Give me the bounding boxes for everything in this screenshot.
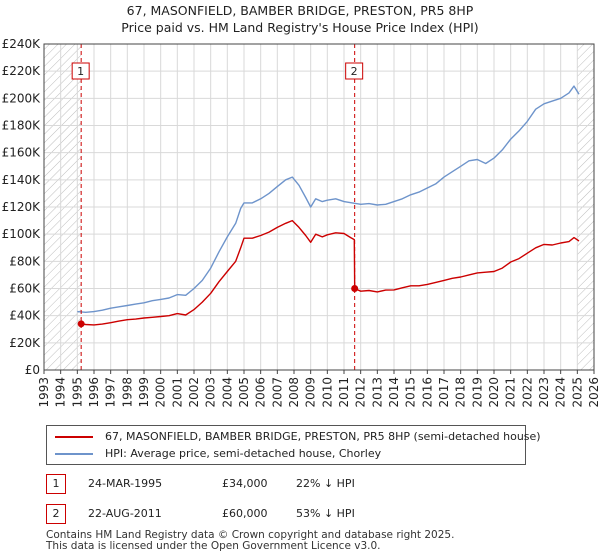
- x-tick-label: 2015: [404, 377, 418, 408]
- x-tick-label: 2018: [454, 377, 468, 408]
- price-paid-line: [81, 219, 580, 326]
- x-tick-label: 2001: [170, 377, 184, 408]
- sale-marker-box: [345, 62, 364, 80]
- x-tick-label: 2003: [204, 377, 218, 408]
- legend-label-price: 67, MASONFIELD, BAMBER BRIDGE, PRESTON, …: [105, 430, 541, 443]
- annotation-hpi-diff: 53% ↓ HPI: [296, 507, 355, 520]
- x-tick-label: 2009: [304, 377, 318, 408]
- annotation-number: 2: [46, 504, 66, 524]
- x-tick-label: 2013: [370, 377, 384, 408]
- sale-marker-box: [71, 62, 90, 80]
- x-tick-label: 2012: [354, 377, 368, 408]
- sale-point: [77, 320, 85, 328]
- footer-credits: Contains HM Land Registry data © Crown c…: [46, 530, 454, 552]
- x-tick-label: 2020: [487, 377, 501, 408]
- y-tick-label: £60K: [9, 282, 41, 296]
- y-tick-label: £140K: [2, 173, 42, 187]
- chart-title-line-2: Price paid vs. HM Land Registry's House …: [121, 20, 479, 35]
- y-tick-label: £240K: [2, 37, 42, 51]
- sale-point: [351, 285, 359, 292]
- y-tick-label: £220K: [2, 64, 42, 78]
- x-tick-label: 2017: [437, 377, 451, 408]
- x-tick-label: 2006: [254, 377, 268, 408]
- hpi-line: [77, 85, 580, 313]
- x-tick-label: 1994: [54, 377, 68, 408]
- x-tick-label: 2024: [554, 377, 568, 408]
- x-tick-label: 2014: [387, 377, 401, 408]
- x-tick-label: 2008: [287, 377, 301, 408]
- y-tick-label: £100K: [2, 227, 42, 241]
- x-tick-label: 2025: [570, 377, 584, 408]
- annotation-number: 1: [46, 474, 66, 494]
- x-tick-label: 2004: [220, 377, 234, 408]
- chart-title: 67, MASONFIELD, BAMBER BRIDGE, PRESTON, …: [0, 2, 600, 36]
- footer-line-1: Contains HM Land Registry data © Crown c…: [46, 529, 455, 541]
- annotation-date: 24-MAR-1995: [88, 477, 163, 490]
- annotation-date: 22-AUG-2011: [88, 507, 162, 520]
- x-tick-label: 2005: [237, 377, 251, 408]
- x-tick-label: 1999: [137, 377, 151, 408]
- x-tick-label: 1993: [37, 377, 51, 408]
- x-tick-label: 2011: [337, 377, 351, 408]
- x-tick-label: 1998: [120, 377, 134, 408]
- x-tick-label: 2002: [187, 377, 201, 408]
- x-tick-label: 2016: [420, 377, 434, 408]
- y-tick-label: £20K: [9, 336, 41, 350]
- y-tick-label: £40K: [9, 309, 41, 323]
- x-tick-label: 2019: [470, 377, 484, 408]
- chart-title-line-1: 67, MASONFIELD, BAMBER BRIDGE, PRESTON, …: [126, 3, 474, 18]
- legend-swatch-hpi: [55, 453, 93, 455]
- sale-marker-label: 1: [77, 65, 84, 78]
- sale-marker-label: 2: [351, 65, 358, 78]
- x-tick-label: 2021: [504, 377, 518, 408]
- legend-label-hpi: HPI: Average price, semi-detached house,…: [105, 447, 382, 460]
- x-tick-label: 2023: [537, 377, 551, 408]
- legend: 67, MASONFIELD, BAMBER BRIDGE, PRESTON, …: [46, 425, 541, 465]
- footer-line-2: This data is licensed under the Open Gov…: [46, 540, 381, 552]
- y-tick-label: £0: [25, 363, 40, 377]
- x-tick-label: 2026: [587, 377, 600, 408]
- y-tick-label: £160K: [2, 146, 42, 160]
- y-tick-label: £200K: [2, 91, 42, 105]
- y-tick-label: £80K: [9, 254, 41, 268]
- x-tick-label: 2022: [520, 377, 534, 408]
- price-chart: 1 2 £0 £20K £40K £60K £80K £100K £120K £140K £160…: [2, 37, 600, 408]
- x-tick-label: 1996: [87, 377, 101, 408]
- annotation-price: £60,000: [222, 507, 268, 520]
- y-tick-label: £180K: [2, 119, 42, 133]
- plot-frame: [43, 43, 595, 371]
- x-tick-label: 2000: [154, 377, 168, 408]
- legend-swatch-price: [55, 436, 93, 438]
- y-tick-label: £120K: [2, 200, 42, 214]
- x-tick-label: 2010: [320, 377, 334, 408]
- x-tick-label: 1997: [104, 377, 118, 408]
- x-tick-label: 1995: [70, 377, 84, 408]
- annotation-price: £34,000: [222, 477, 268, 490]
- annotation-hpi-diff: 22% ↓ HPI: [296, 477, 355, 490]
- x-tick-label: 2007: [270, 377, 284, 408]
